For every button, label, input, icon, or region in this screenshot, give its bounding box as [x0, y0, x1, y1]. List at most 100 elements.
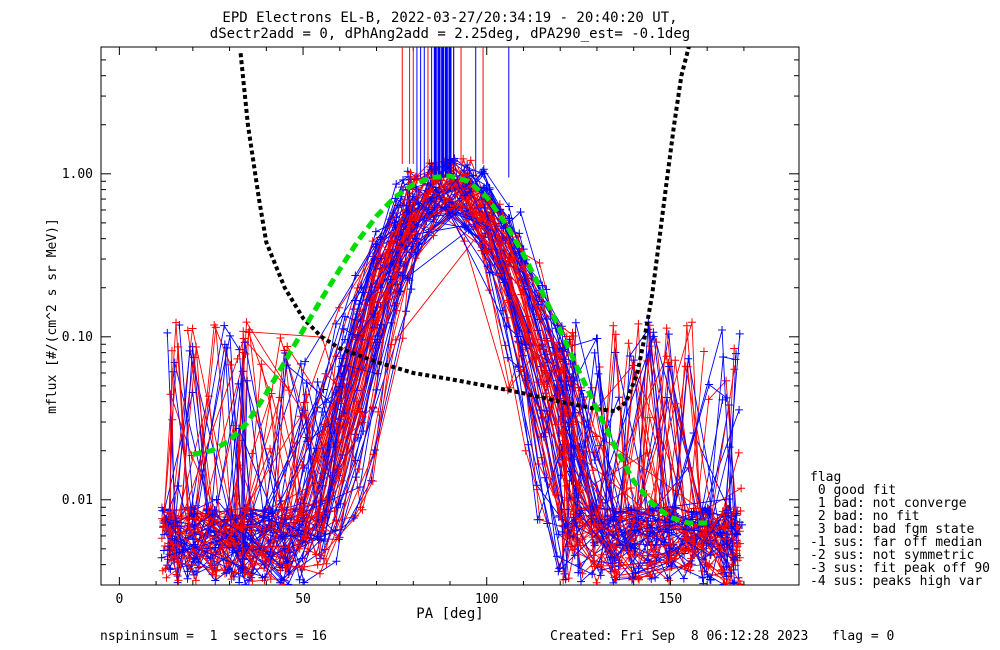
- data-marker: [377, 288, 386, 297]
- data-marker: [402, 208, 411, 217]
- data-marker: [485, 220, 494, 229]
- data-marker: [575, 509, 584, 518]
- data-marker: [578, 569, 587, 578]
- data-marker: [731, 503, 740, 512]
- data-marker: [424, 228, 433, 237]
- data-marker: [266, 444, 275, 453]
- data-marker: [590, 562, 599, 571]
- data-marker: [461, 191, 470, 200]
- data-marker: [294, 526, 303, 535]
- data-marker: [466, 156, 475, 165]
- data-marker: [339, 375, 348, 384]
- data-marker: [339, 324, 348, 333]
- data-marker: [624, 339, 633, 348]
- data-marker: [247, 515, 256, 524]
- data-marker: [211, 576, 220, 585]
- data-marker: [280, 545, 289, 554]
- data-marker: [588, 570, 597, 579]
- data-marker: [212, 495, 221, 504]
- data-marker: [480, 203, 489, 212]
- data-marker: [684, 354, 693, 363]
- data-marker: [569, 331, 578, 340]
- x-tick-label: 150: [659, 592, 682, 607]
- data-marker: [188, 324, 197, 333]
- data-marker: [367, 283, 376, 292]
- data-marker: [357, 283, 366, 292]
- data-marker: [332, 517, 341, 526]
- data-marker: [594, 369, 603, 378]
- data-marker: [377, 239, 386, 248]
- data-marker: [561, 422, 570, 431]
- data-marker: [514, 332, 523, 341]
- data-marker: [736, 539, 745, 548]
- data-marker: [168, 540, 177, 549]
- data-marker: [313, 378, 322, 387]
- data-marker: [611, 330, 620, 339]
- legend-item-2: 2 bad: no fit: [810, 509, 920, 524]
- data-marker: [614, 531, 623, 540]
- data-marker: [161, 564, 170, 573]
- x-axis-label: PA [deg]: [416, 606, 483, 622]
- data-marker: [568, 546, 577, 555]
- data-marker: [533, 515, 542, 524]
- data-marker: [607, 544, 616, 553]
- data-marker: [646, 523, 655, 532]
- data-marker: [373, 369, 382, 378]
- data-marker: [191, 576, 200, 585]
- data-marker: [665, 362, 674, 371]
- data-marker: [722, 393, 731, 402]
- data-marker: [319, 385, 328, 394]
- data-marker: [665, 544, 674, 553]
- data-marker: [721, 535, 730, 544]
- data-marker: [284, 386, 293, 395]
- data-marker: [174, 342, 183, 351]
- data-marker: [579, 393, 588, 402]
- data-marker: [302, 378, 311, 387]
- data-marker: [192, 343, 201, 352]
- data-marker: [634, 319, 643, 328]
- data-marker: [185, 512, 194, 521]
- data-marker: [318, 407, 327, 416]
- data-marker: [592, 334, 601, 343]
- data-marker: [515, 229, 524, 238]
- x-tick-label: 100: [475, 592, 498, 607]
- data-marker: [718, 507, 727, 516]
- data-marker: [514, 232, 523, 241]
- data-marker: [704, 395, 713, 404]
- data-marker: [396, 287, 405, 296]
- data-marker: [735, 405, 744, 414]
- data-marker: [396, 245, 405, 254]
- data-marker: [718, 326, 727, 335]
- fit-curves: [192, 47, 708, 526]
- data-marker: [660, 538, 669, 547]
- data-marker: [461, 170, 470, 179]
- data-marker: [276, 532, 285, 541]
- data-marker: [596, 571, 605, 580]
- data-marker: [681, 362, 690, 371]
- data-marker: [738, 520, 747, 529]
- data-marker: [398, 271, 407, 280]
- data-marker: [732, 546, 741, 555]
- data-marker: [720, 521, 729, 530]
- data-marker: [248, 449, 257, 458]
- data-marker: [377, 320, 386, 329]
- data-marker: [184, 521, 193, 530]
- data-marker: [570, 551, 579, 560]
- data-marker: [573, 493, 582, 502]
- data-marker: [387, 229, 396, 238]
- data-marker: [392, 180, 401, 189]
- data-marker: [571, 318, 580, 327]
- data-marker: [722, 376, 731, 385]
- data-marker: [730, 344, 739, 353]
- data-marker: [301, 357, 310, 366]
- data-marker: [320, 536, 329, 545]
- data-marker: [222, 524, 231, 533]
- data-marker: [159, 523, 168, 532]
- footer-right: Created: Fri Sep 8 06:12:28 2023 flag = …: [550, 629, 894, 644]
- data-marker: [335, 303, 344, 312]
- data-marker: [261, 573, 270, 582]
- data-marker: [239, 334, 248, 343]
- y-tick-label: 0.10: [62, 330, 93, 345]
- data-marker: [190, 509, 199, 518]
- chart-title-line1: EPD Electrons EL-B, 2022-03-27/20:34:19 …: [222, 10, 677, 26]
